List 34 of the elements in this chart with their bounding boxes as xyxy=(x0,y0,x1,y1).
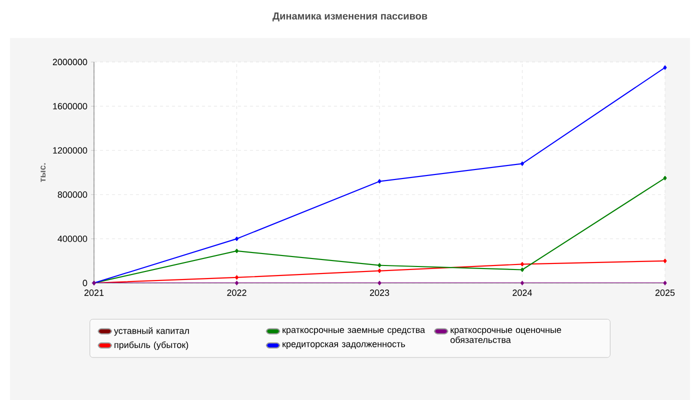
legend-label: краткосрочные оценочные обязательства xyxy=(450,328,562,344)
y-tick-label: 2000000 xyxy=(52,58,88,66)
point xyxy=(663,280,667,286)
legend-label: кредиторская задолженность xyxy=(282,342,405,349)
point xyxy=(235,280,239,286)
point xyxy=(235,275,239,280)
point xyxy=(520,162,524,166)
legend-label: краткосрочные заемные средства xyxy=(282,328,426,335)
point xyxy=(520,268,524,272)
x-tick-label: 2024 xyxy=(512,290,532,296)
x-tick-label: 2023 xyxy=(370,290,390,296)
y-tick-label: 0 xyxy=(82,280,88,286)
y-axis-title: тыс. xyxy=(40,163,46,182)
point xyxy=(378,179,382,184)
chart-title: Динамика изменения пассивов xyxy=(272,12,428,22)
point xyxy=(378,280,382,286)
point xyxy=(235,248,239,254)
y-tick-label: 400000 xyxy=(58,236,88,242)
y-tick-label: 800000 xyxy=(58,191,88,198)
x-tick-label: 2025 xyxy=(655,290,675,296)
legend-label: прибыль (убыток) xyxy=(114,341,188,350)
point xyxy=(235,236,239,241)
legend-label: уставный капитал xyxy=(114,327,189,336)
x-tick-label: 2021 xyxy=(84,290,104,296)
point xyxy=(378,268,382,273)
y-tick-label: 1600000 xyxy=(53,103,88,110)
point xyxy=(663,65,667,70)
x-tick-label: 2022 xyxy=(227,290,246,296)
y-tick-label: 1200000 xyxy=(53,147,88,154)
point xyxy=(520,280,524,286)
point xyxy=(663,176,667,180)
point xyxy=(663,258,667,264)
point xyxy=(520,262,524,266)
point xyxy=(378,263,382,268)
